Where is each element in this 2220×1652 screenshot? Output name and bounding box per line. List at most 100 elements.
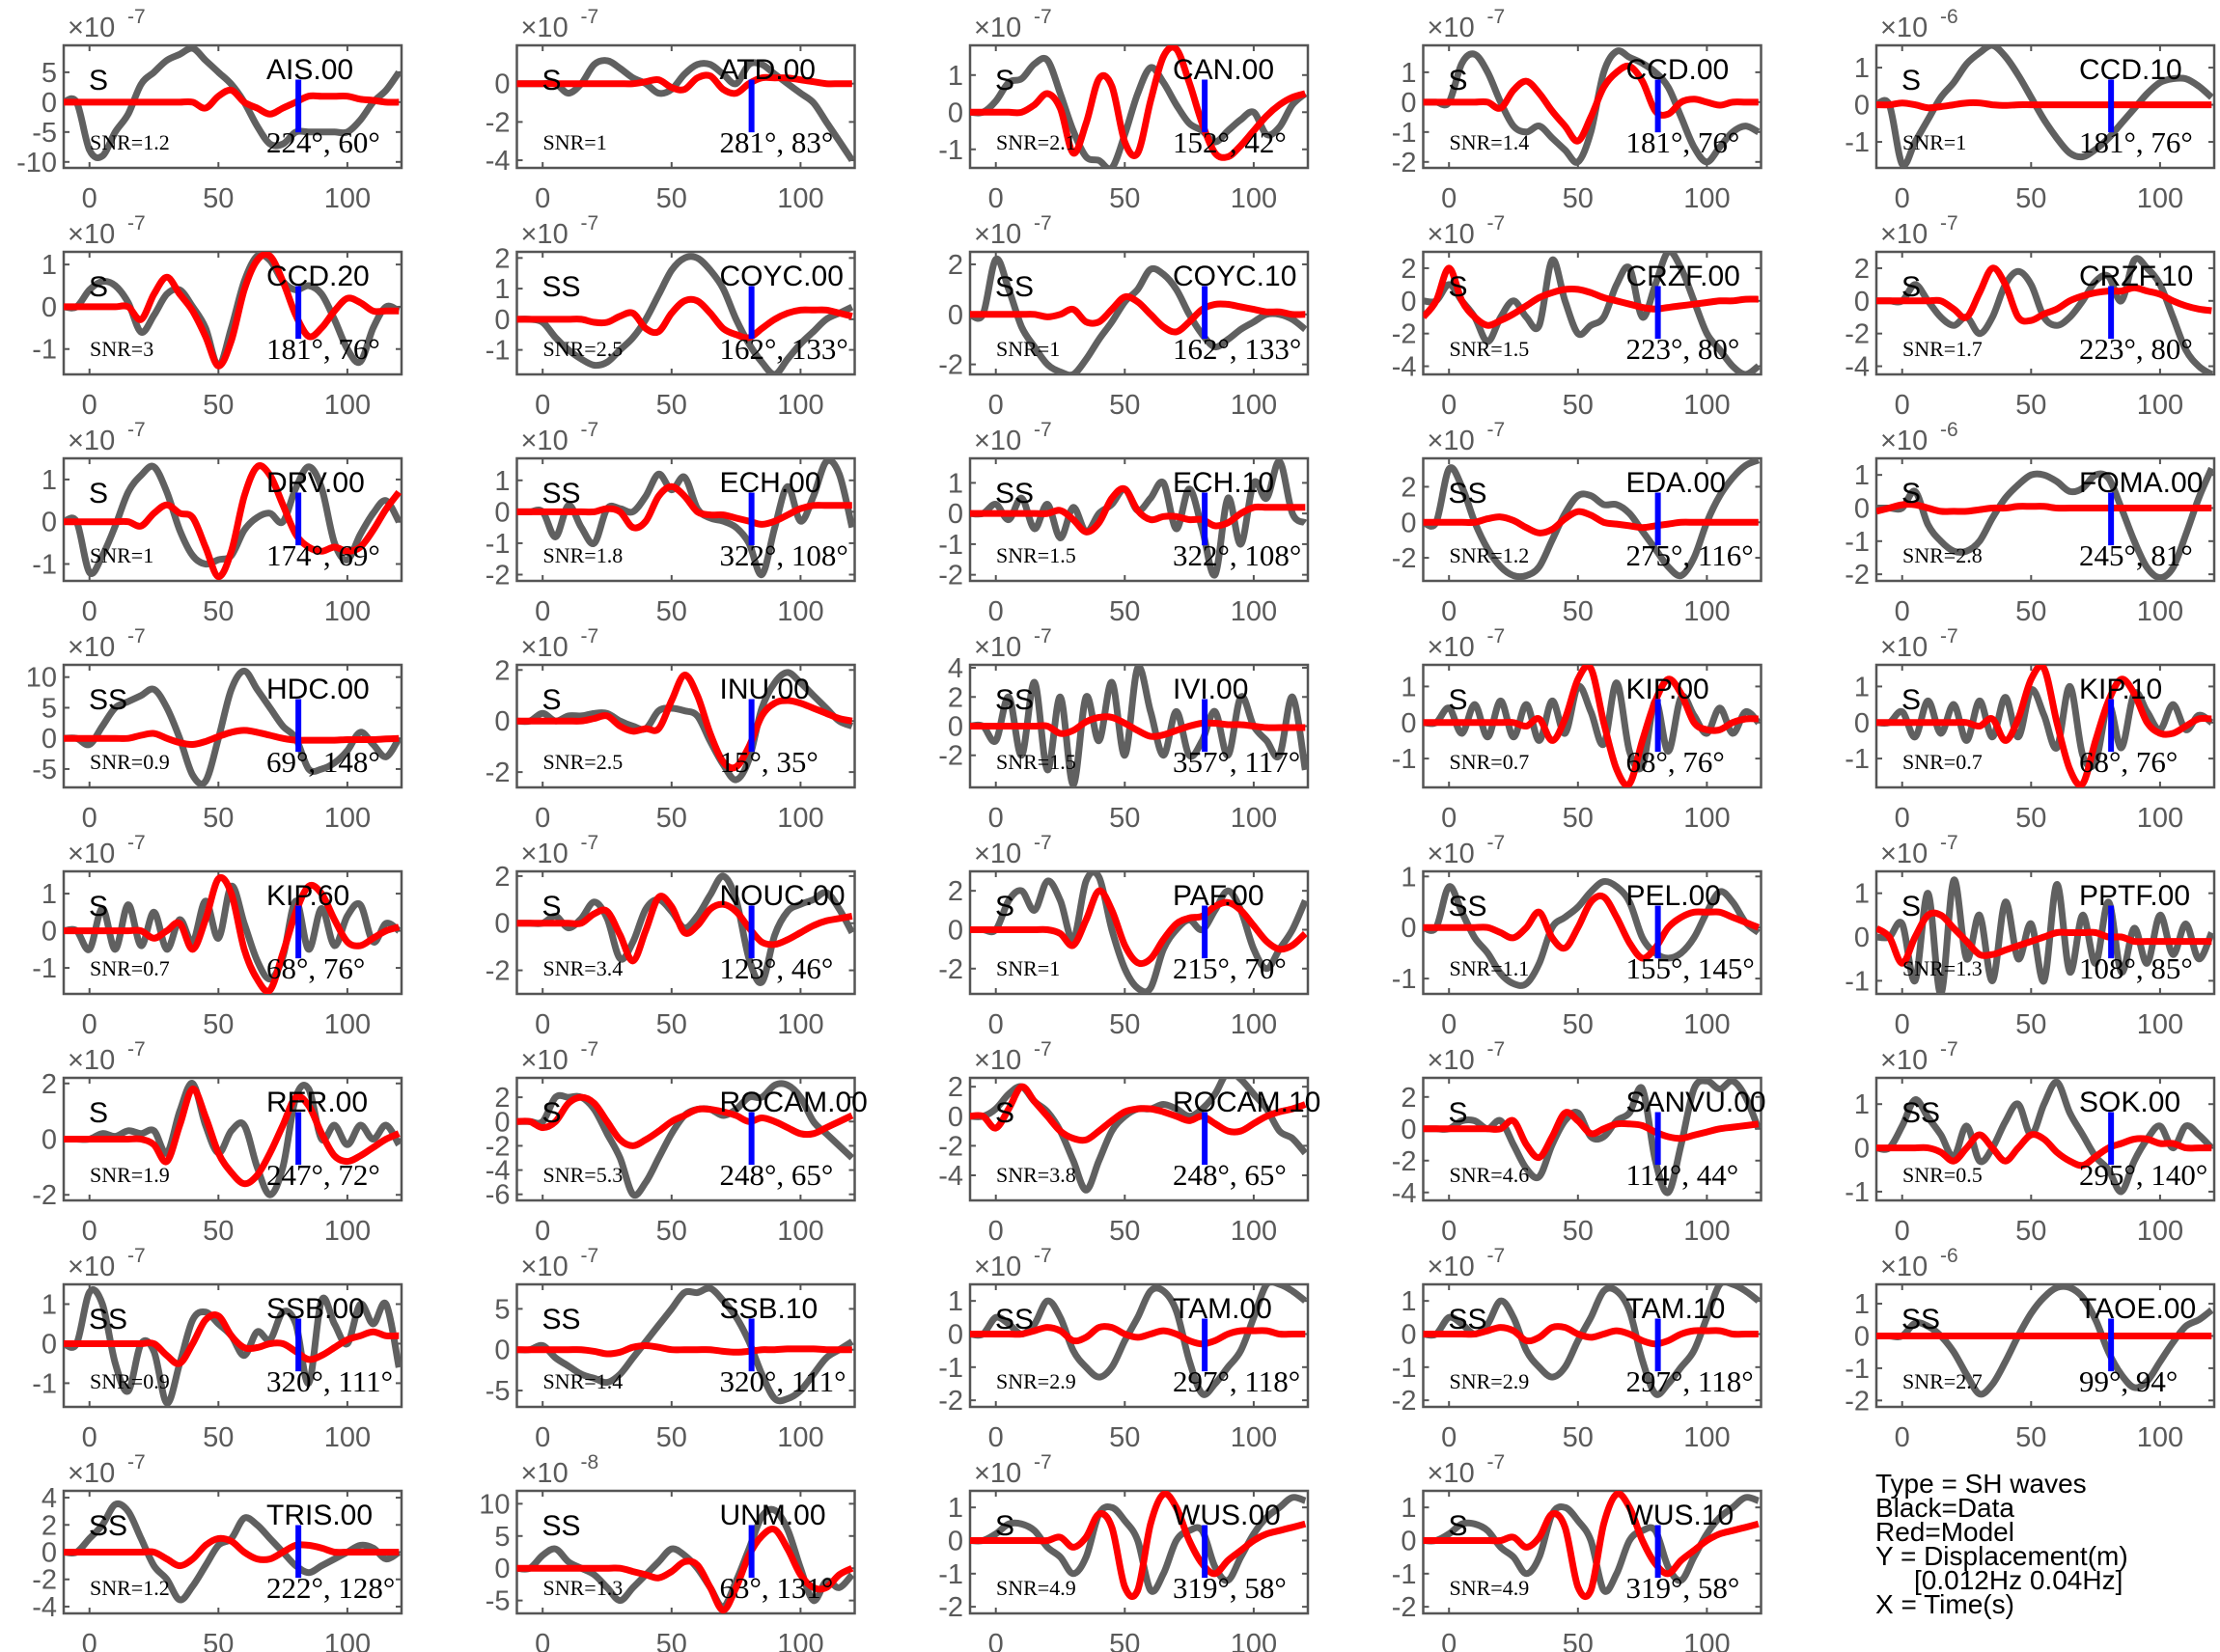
phase-label: SS — [995, 271, 1034, 303]
axes-box — [62, 43, 403, 170]
data-waveform-line — [1423, 458, 1761, 581]
y-multiplier-exponent: -6 — [1940, 6, 1958, 28]
y-tick-label: -4 — [938, 1161, 963, 1192]
x-tick-label: 50 — [1109, 1422, 1140, 1453]
phase-label: S — [1901, 684, 1921, 716]
x-tick-label: 100 — [1683, 1216, 1730, 1247]
snr-label: SNR=0.7 — [1902, 750, 1983, 774]
y-tick-label: 1 — [1854, 879, 1870, 910]
model-waveform-line — [1876, 98, 2212, 112]
x-tick-label: 0 — [988, 596, 1004, 627]
model-waveform-line — [516, 1093, 854, 1149]
x-tick-label: 100 — [1683, 183, 1730, 214]
series-group — [516, 669, 854, 784]
y-multiplier-exponent: -8 — [581, 1451, 599, 1473]
y-tick-label: -2 — [486, 757, 511, 788]
y-tick-label: -4 — [32, 1592, 57, 1623]
axes-box — [515, 663, 856, 789]
y-multiplier: ×10 — [1880, 632, 1928, 663]
y-tick-label: 1 — [948, 61, 963, 92]
snr-label: SNR=1.1 — [1450, 956, 1530, 980]
y-tick-label: 0 — [948, 499, 963, 530]
x-tick-label: 0 — [988, 1009, 1004, 1040]
azimuth-distance-label: 114°, 44° — [1626, 1158, 1739, 1192]
y-multiplier-exponent: -7 — [127, 625, 146, 647]
x-tick-label: 0 — [82, 1216, 97, 1247]
series-group — [970, 1078, 1308, 1194]
x-tick-label: 50 — [656, 596, 687, 627]
axes-box — [1422, 1076, 1762, 1202]
y-tick-label: 0 — [42, 724, 57, 755]
y-tick-label: -1 — [1845, 527, 1870, 558]
azimuth-distance-label: 15°, 35° — [720, 745, 819, 779]
series-group — [970, 1284, 1308, 1398]
legend-model-color: Red=Model — [1875, 1517, 2014, 1547]
y-multiplier-exponent: -7 — [1487, 212, 1506, 234]
y-tick-label: 0 — [948, 1319, 963, 1350]
x-tick-label: 0 — [1441, 1629, 1457, 1652]
x-tick-label: 50 — [203, 1009, 234, 1040]
azimuth-distance-label: 248°, 65° — [720, 1158, 834, 1192]
axes-box — [1422, 1282, 1762, 1409]
y-tick-label: -1 — [1392, 118, 1417, 149]
y-tick-label: 2 — [1401, 254, 1416, 285]
x-tick-label: 0 — [1441, 1009, 1457, 1040]
y-multiplier: ×10 — [68, 1252, 115, 1282]
x-tick-label: 0 — [82, 1009, 97, 1040]
azimuth-distance-label: 297°, 118° — [1173, 1364, 1300, 1398]
x-tick-label: 50 — [1109, 803, 1140, 834]
x-tick-label: 0 — [82, 596, 97, 627]
y-multiplier: ×10 — [974, 219, 1021, 250]
x-tick-label: 50 — [1109, 390, 1140, 421]
snr-label: SNR=1.4 — [543, 1369, 624, 1393]
y-tick-label: 0 — [494, 1335, 510, 1366]
model-waveform-line — [1423, 892, 1761, 962]
phase-label: S — [1449, 684, 1468, 716]
series-group — [970, 871, 1308, 994]
azimuth-distance-label: 222°, 128° — [266, 1571, 395, 1605]
phase-label: S — [995, 65, 1014, 96]
y-tick-label: 1 — [1401, 1493, 1416, 1524]
data-waveform-line — [516, 1505, 855, 1611]
y-tick-label: 0 — [1401, 1526, 1416, 1556]
phase-label: S — [1449, 271, 1468, 303]
station-label: TAM.00 — [1173, 1293, 1272, 1325]
data-waveform-line — [64, 45, 402, 161]
y-tick-label: -4 — [1392, 1178, 1417, 1209]
model-waveform-line — [970, 484, 1306, 536]
model-waveform-line — [64, 462, 402, 581]
subplot-ccd-20: 0 50 100 1 0 -1 ×10 -7 S CCD.20 SNR=3 181°, 76° — [32, 212, 403, 421]
station-label: ROCAM.00 — [720, 1087, 868, 1118]
y-multiplier-exponent: -7 — [1034, 832, 1052, 854]
station-label: SSB.00 — [266, 1293, 365, 1325]
x-tick-label: 0 — [988, 1629, 1004, 1652]
azimuth-distance-label: 174°, 69° — [266, 538, 380, 572]
y-multiplier: ×10 — [1428, 426, 1475, 456]
axes-box — [515, 43, 856, 170]
series-group — [64, 45, 402, 161]
y-tick-label: -1 — [32, 335, 57, 366]
snr-label: SNR=0.9 — [90, 750, 170, 774]
x-tick-label: 0 — [535, 183, 550, 214]
snr-label: SNR=1.5 — [1450, 337, 1530, 361]
x-tick-label: 100 — [2137, 1422, 2183, 1453]
legend-data-color: Black=Data — [1875, 1493, 2014, 1523]
x-tick-label: 100 — [1683, 596, 1730, 627]
x-tick-label: 100 — [2137, 183, 2183, 214]
data-waveform-line — [64, 1080, 402, 1198]
snr-label: SNR=0.7 — [90, 956, 170, 980]
y-tick-label: -2 — [1392, 148, 1417, 179]
y-tick-label: 0 — [1401, 913, 1416, 944]
model-waveform-line — [64, 252, 400, 370]
y-multiplier: ×10 — [521, 219, 569, 250]
azimuth-distance-label: 162°, 133° — [1173, 332, 1301, 366]
y-tick-label: 2 — [42, 1510, 57, 1541]
model-waveform-line — [970, 1491, 1307, 1601]
axes-box — [968, 1076, 1310, 1202]
x-tick-label: 100 — [777, 390, 823, 421]
station-label: KIP.10 — [2079, 674, 2162, 705]
